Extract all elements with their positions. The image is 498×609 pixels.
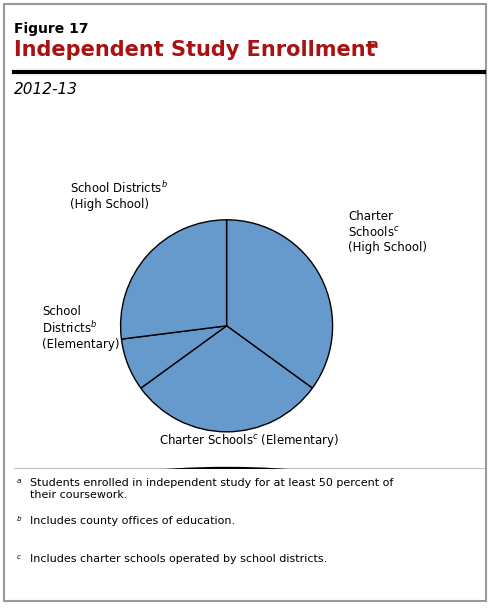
Wedge shape	[141, 326, 312, 432]
Ellipse shape	[96, 468, 357, 505]
Text: Students enrolled in independent study for at least 50 percent of
their coursewo: Students enrolled in independent study f…	[30, 478, 393, 499]
Text: School Districts$^b$
(High School): School Districts$^b$ (High School)	[70, 180, 168, 211]
Text: Includes county offices of education.: Includes county offices of education.	[30, 516, 235, 526]
Text: Charter Schools$^c$ (Elementary): Charter Schools$^c$ (Elementary)	[159, 432, 339, 449]
Text: 2012-13: 2012-13	[14, 82, 78, 97]
Text: $^b$: $^b$	[16, 516, 22, 526]
Text: Includes charter schools operated by school districts.: Includes charter schools operated by sch…	[30, 554, 327, 564]
Text: School
Districts$^b$
(Elementary): School Districts$^b$ (Elementary)	[42, 305, 120, 351]
Wedge shape	[121, 220, 227, 339]
FancyBboxPatch shape	[4, 4, 486, 601]
Text: $^a$: $^a$	[16, 478, 22, 488]
Text: $^c$: $^c$	[16, 554, 22, 564]
Text: Charter
Schools$^c$
(High School): Charter Schools$^c$ (High School)	[348, 210, 427, 254]
Wedge shape	[227, 220, 333, 388]
Text: a: a	[369, 38, 377, 51]
Text: Figure 17: Figure 17	[14, 22, 89, 36]
Text: Independent Study Enrollment: Independent Study Enrollment	[14, 40, 375, 60]
Wedge shape	[122, 326, 227, 388]
